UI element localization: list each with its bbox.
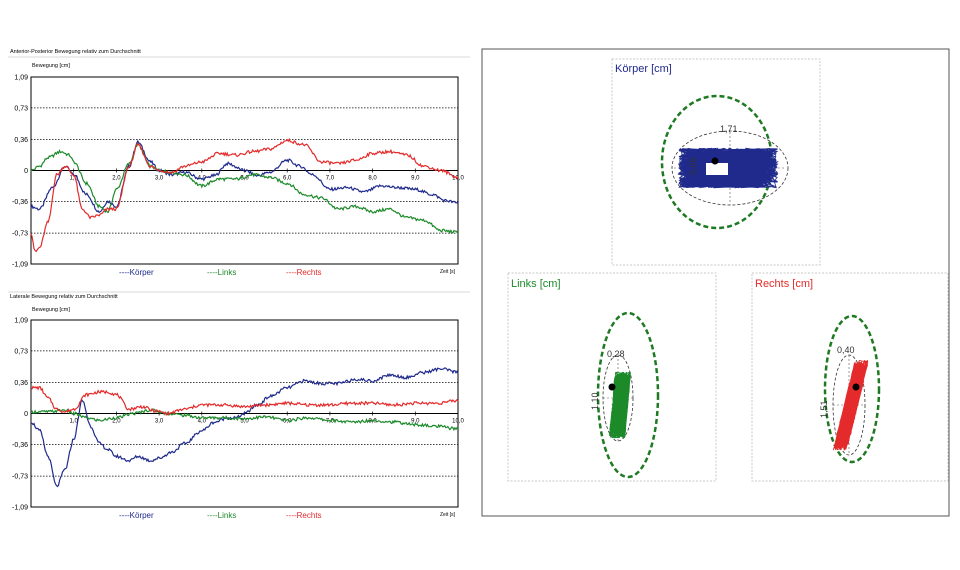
y-tick-labels: 1,09 0,73 0,36 0 -0,36 -0,73 -1,09 (12, 318, 28, 512)
outer-confidence-ellipse (823, 314, 881, 464)
x-tick-label: 2,0 (112, 176, 121, 182)
center-of-pressure-point (852, 383, 860, 391)
center-of-pressure-point (711, 157, 719, 165)
legend-links: ----Links (207, 511, 236, 520)
ellipse-label-major: 0,40 (837, 345, 855, 355)
x-tick-label: 9,0 (411, 419, 420, 425)
ellipse-label-major: 1,71 (720, 124, 738, 134)
legend: ----Körper ----Links ----Rechts (119, 511, 322, 520)
y-tick-label: 0,73 (14, 105, 28, 112)
x-tick-label: 3,0 (155, 419, 164, 425)
series-line-koerper (30, 139, 459, 214)
x-tick-label: 10,0 (452, 419, 464, 425)
y-tick-label: 0,73 (14, 348, 28, 355)
x-tick-label: 7,0 (326, 176, 335, 182)
y-tick-label: -0,73 (12, 474, 28, 481)
chart-title: Anterior-Posterior Bewegung relativ zum … (10, 49, 141, 55)
sway-trace-path (609, 371, 631, 439)
legend: ----Körper ----Links ----Rechts (119, 268, 322, 277)
sway-box-frame (611, 58, 821, 266)
legend-links: ----Links (207, 268, 236, 277)
x-tick-label: 5,0 (240, 419, 249, 425)
x-tick-label: 1,0 (70, 419, 79, 425)
series-lines (30, 137, 459, 253)
sway-box-frame (751, 272, 949, 482)
x-tick-label: 3,0 (155, 176, 164, 182)
ellipse-label-major: 0,28 (607, 349, 625, 359)
legend-rechts: ----Rechts (286, 511, 322, 520)
x-tick-label: 9,0 (411, 176, 420, 182)
y-axis-label: Bewegung [cm] (32, 63, 70, 69)
sway-box-links: Links [cm] 0,28 1,10 (507, 272, 717, 482)
x-tick-label: 6,0 (283, 176, 292, 182)
ellipse-label-minor: 0,65 (688, 157, 698, 175)
y-tick-label: 0,36 (14, 380, 28, 387)
series-line-koerper (31, 367, 459, 488)
chart-title: Laterale Bewegung relativ zum Durchschni… (10, 294, 118, 300)
x-tick-labels: 1,0 2,0 3,0 4,0 5,0 6,0 7,0 8,0 9,0 10,0 (70, 176, 465, 182)
sway-box-rechts: Rechts [cm] 0,40 1,51 (751, 272, 949, 482)
sway-box-title: Links [cm] (511, 278, 561, 290)
legend-koerper: ----Körper (119, 268, 154, 277)
line-chart-anterior-posterior: Anterior-Posterior Bewegung relativ zum … (8, 49, 470, 277)
y-tick-label: 1,09 (14, 75, 28, 82)
sway-box-koerper: Körper [cm] 1,71 0,65 (611, 58, 821, 266)
y-tick-labels: 1,09 0,73 0,36 0 -0,36 -0,73 -1,09 (12, 75, 28, 269)
x-tick-label: 10,0 (452, 176, 464, 182)
series-line-rechts (31, 385, 459, 416)
ellipse-label-minor: 1,10 (590, 392, 600, 410)
outer-confidence-ellipse (596, 311, 660, 479)
legend-koerper: ----Körper (119, 511, 154, 520)
sway-trace-links (609, 371, 631, 439)
x-tick-label: 4,0 (198, 419, 207, 425)
sway-trace-path (832, 360, 869, 451)
y-tick-label: 1,09 (14, 318, 28, 325)
center-of-pressure-point (608, 383, 616, 391)
sway-box-title: Rechts [cm] (755, 278, 813, 290)
line-chart-lateral: Laterale Bewegung relativ zum Durchschni… (8, 291, 470, 520)
x-tick-label: 8,0 (368, 176, 377, 182)
gridlines (31, 107, 459, 234)
x-tick-label: 2,0 (112, 419, 121, 425)
y-tick-label: -0,73 (12, 231, 28, 238)
y-tick-label: 0 (24, 168, 28, 175)
series-line-links (30, 408, 459, 432)
y-tick-label: 0,36 (14, 137, 28, 144)
y-tick-label: -1,09 (12, 262, 28, 269)
y-tick-label: -0,36 (12, 442, 28, 449)
x-axis-label: Zeit [s] (440, 269, 456, 275)
series-line-rechts (30, 137, 459, 253)
series-lines (30, 367, 459, 488)
series-line-links (30, 142, 459, 235)
sway-panel: Körper [cm] 1,71 0,65 Links [cm] 0,28 1,… (481, 48, 950, 517)
y-tick-label: 0 (24, 411, 28, 418)
sway-box-title: Körper [cm] (615, 63, 672, 75)
x-tick-label: 6,0 (283, 419, 292, 425)
y-tick-label: -0,36 (12, 199, 28, 206)
legend-rechts: ----Rechts (286, 268, 322, 277)
y-tick-label: -1,09 (12, 505, 28, 512)
sway-trace-rechts (832, 360, 869, 451)
x-tick-label: 1,0 (70, 176, 79, 182)
ellipse-label-minor: 1,51 (819, 400, 829, 418)
x-axis-label: Zeit [s] (440, 512, 456, 518)
y-axis-label: Bewegung [cm] (32, 307, 70, 313)
trace-hole (706, 163, 728, 175)
sway-trace-koerper (677, 147, 779, 189)
sway-box-frame (507, 272, 717, 482)
